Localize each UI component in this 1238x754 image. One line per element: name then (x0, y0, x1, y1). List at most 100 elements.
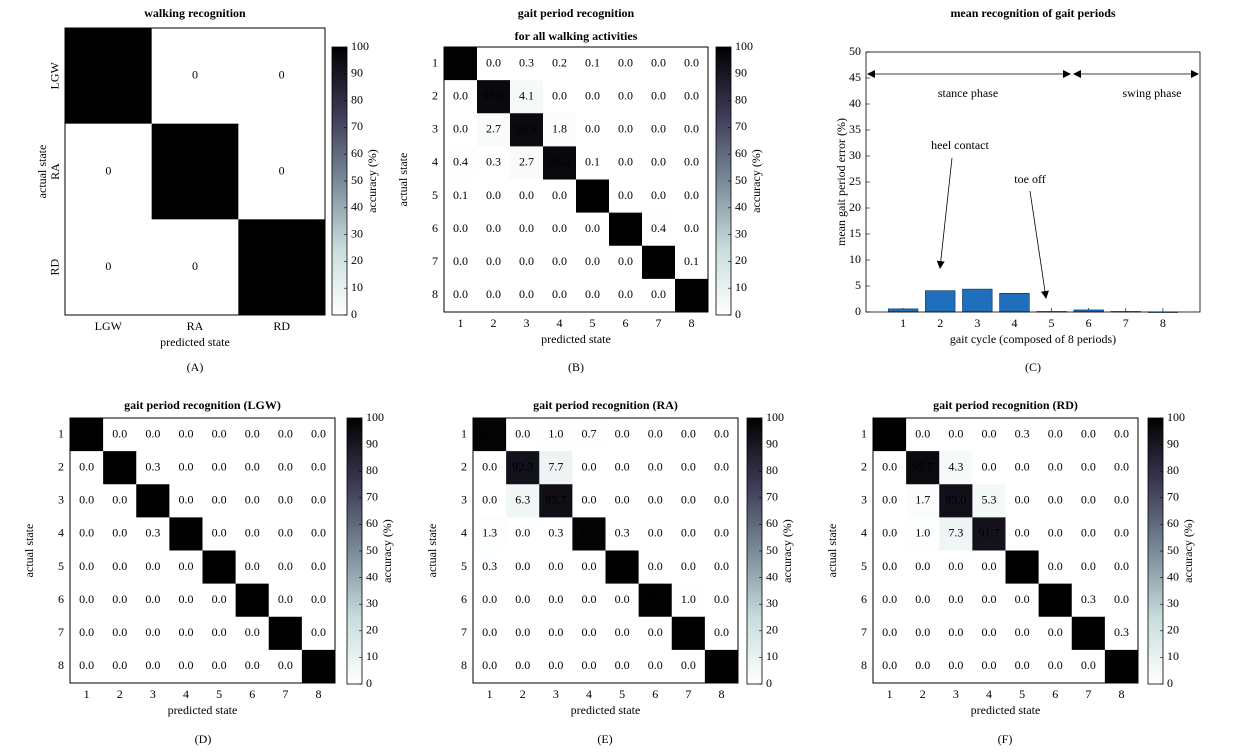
heatmap-cell (1104, 451, 1139, 485)
heatmap-cell (539, 550, 573, 584)
heatmap-cell (576, 113, 610, 147)
heatmap-cell (873, 418, 907, 452)
heatmap-cell (605, 616, 639, 651)
cell-label: 0.0 (178, 559, 193, 573)
cell-label: 4.3 (948, 459, 963, 473)
cell-label: 0.2 (552, 55, 567, 69)
cell-label: 0 (105, 259, 111, 273)
cell-label: 0.0 (684, 122, 699, 136)
heatmap-cell (238, 219, 326, 316)
chart-title: gait period recognition (RD) (933, 398, 1078, 412)
cell-label: 0.0 (311, 426, 326, 440)
heatmap-cell (572, 517, 606, 551)
heatmap-cell (70, 616, 104, 651)
cell-label: 0.3 (482, 559, 497, 573)
y-tick-label: 8 (461, 658, 467, 672)
cell-label: 0.0 (245, 426, 260, 440)
y-tick-label: 1 (58, 426, 64, 440)
cell-label: 0.0 (981, 625, 996, 639)
heatmap-cell (477, 113, 511, 147)
x-tick-label: 1 (458, 316, 464, 330)
cell-label: 4.1 (519, 88, 534, 102)
heatmap-cell (675, 47, 709, 81)
cell-label: 99.7 (879, 426, 900, 440)
heatmap-cell (70, 484, 104, 518)
heatmap-cell (477, 278, 511, 313)
y-tick-label: 20 (849, 200, 861, 214)
cell-label: 0.0 (548, 592, 563, 606)
cell-label: 0.0 (482, 625, 497, 639)
cell-label: 0.0 (882, 658, 897, 672)
cell-label: 0.0 (1015, 658, 1030, 672)
heatmap-cell (873, 484, 907, 518)
cell-label: 0.0 (453, 221, 468, 235)
cell-label: 99.7 (1045, 592, 1066, 606)
cell-label: 100 (144, 493, 162, 507)
cell-label: 0.0 (648, 625, 663, 639)
heatmap-cell (1038, 484, 1073, 518)
cell-label: 0.0 (278, 658, 293, 672)
x-axis-label: predicted state (541, 332, 611, 346)
heatmap-cell (609, 179, 643, 213)
panel-label: (F) (998, 732, 1013, 746)
cell-label: 0.0 (482, 493, 497, 507)
panel-label: (C) (1025, 360, 1041, 374)
heatmap-cell (477, 80, 511, 114)
plot-frame (472, 417, 739, 684)
cell-label: 0.3 (548, 526, 563, 540)
cell-label: 2.7 (486, 122, 501, 136)
x-tick-label: 6 (623, 316, 629, 330)
cell-label: 0.0 (1081, 559, 1096, 573)
x-tick-label: 8 (315, 687, 321, 701)
cell-label: 0.0 (552, 88, 567, 102)
heatmap-cell (609, 47, 643, 81)
colorbar-tick-label: 0 (366, 676, 372, 690)
cell-label: 0.0 (486, 55, 501, 69)
cell-label: 99.7 (175, 526, 196, 540)
heatmap-cell (539, 418, 573, 452)
heatmap-cell (136, 517, 170, 551)
cell-label: 1.7 (915, 493, 930, 507)
cell-label: 0.0 (112, 592, 127, 606)
heatmap-cell (473, 484, 507, 518)
heatmap-cell (972, 418, 1006, 452)
plot-frame (443, 46, 709, 313)
heatmap-cell (605, 649, 639, 684)
heatmap-cell (169, 649, 203, 684)
y-tick-label: 6 (461, 592, 467, 606)
heatmap-cell (572, 550, 606, 584)
x-tick-label: 3 (953, 687, 959, 701)
y-tick-label: 10 (849, 252, 861, 266)
colorbar-tick-label: 90 (766, 436, 778, 450)
heatmap-cell (103, 583, 137, 618)
heatmap-cell (1038, 418, 1073, 452)
x-axis-label: predicted state (168, 703, 238, 717)
heatmap-cell (972, 451, 1006, 485)
heatmap-cell (1038, 616, 1073, 651)
heatmap-cell (235, 484, 270, 518)
cell-label: 0.0 (145, 625, 160, 639)
cell-label: 0.3 (145, 526, 160, 540)
cell-label: 0.0 (681, 658, 696, 672)
colorbar-tick-label: 10 (366, 649, 378, 663)
y-tick-label: 4 (432, 155, 438, 169)
cell-label: 0.0 (515, 559, 530, 573)
heatmap-cell (642, 146, 676, 180)
colorbar-tick-label: 50 (351, 173, 363, 187)
cell-label: 100 (309, 658, 327, 672)
heatmap-cell (1038, 649, 1073, 684)
heatmap-cell (671, 550, 706, 584)
x-tick-label: 6 (652, 687, 658, 701)
heatmap-cell (572, 583, 606, 618)
cell-label: 0.0 (648, 493, 663, 507)
heatmap-cell (1038, 517, 1073, 551)
heatmap-cell (444, 47, 478, 81)
heatmap-cell (572, 616, 606, 651)
cell-label: 0.0 (618, 88, 633, 102)
y-tick-label: 5 (461, 559, 467, 573)
cell-label: 0.0 (1114, 493, 1129, 507)
cell-label: 93.7 (545, 493, 566, 507)
heatmap-cell (103, 550, 137, 584)
cell-label: 0.0 (145, 592, 160, 606)
